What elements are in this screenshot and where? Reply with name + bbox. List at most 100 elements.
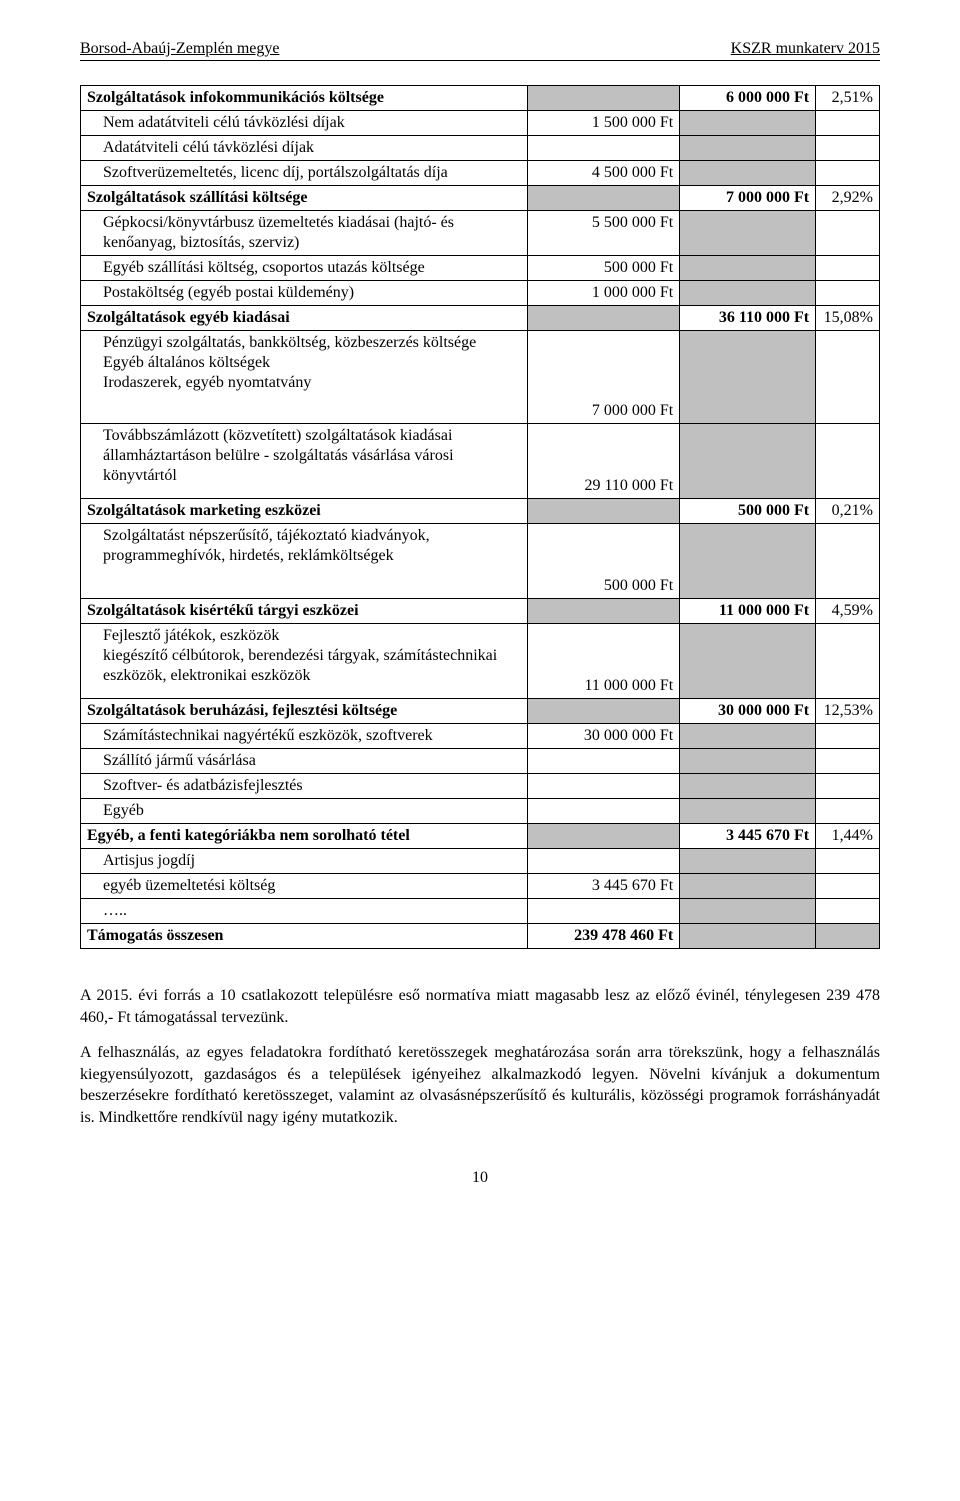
category-amount: 500 000 Ft (680, 499, 816, 524)
cell-blank (528, 186, 680, 211)
cell-blank (528, 86, 680, 111)
sub-amount: 500 000 Ft (528, 256, 680, 281)
paragraph: A 2015. évi forrás a 10 csatlakozott tel… (80, 985, 880, 1028)
category-amount: 36 110 000 Ft (680, 306, 816, 331)
cell-blank (816, 211, 880, 256)
category-percent: 2,51% (816, 86, 880, 111)
sub-label: ….. (81, 899, 528, 924)
table-row: Továbbszámlázott (közvetített) szolgálta… (81, 424, 880, 499)
table-row: Szoftver- és adatbázisfejlesztés (81, 774, 880, 799)
sub-amount (528, 799, 680, 824)
body-text: A 2015. évi forrás a 10 csatlakozott tel… (80, 985, 880, 1129)
table-row: Szolgáltatások kisértékű tárgyi eszközei… (81, 599, 880, 624)
cell-blank (816, 524, 880, 599)
sub-label: Pénzügyi szolgáltatás, bankköltség, közb… (81, 331, 528, 424)
sub-label: Szállító jármű vásárlása (81, 749, 528, 774)
cell-blank (680, 136, 816, 161)
table-row: Számítástechnikai nagyértékű eszközök, s… (81, 724, 880, 749)
cell-blank (680, 874, 816, 899)
table-row: ….. (81, 899, 880, 924)
sub-label: Szoftverüzemeltetés, licenc díj, portáls… (81, 161, 528, 186)
category-percent: 1,44% (816, 824, 880, 849)
table-row: Szoftverüzemeltetés, licenc díj, portáls… (81, 161, 880, 186)
category-label: Szolgáltatások infokommunikációs költség… (81, 86, 528, 111)
sub-label: Szolgáltatást népszerűsítő, tájékoztató … (81, 524, 528, 599)
page-number: 10 (80, 1169, 880, 1187)
sub-amount: 1 000 000 Ft (528, 281, 680, 306)
sub-label: Egyéb szállítási költség, csoportos utaz… (81, 256, 528, 281)
category-label: Egyéb, a fenti kategóriákba nem sorolhat… (81, 824, 528, 849)
table-row: Pénzügyi szolgáltatás, bankköltség, közb… (81, 331, 880, 424)
category-label: Szolgáltatások beruházási, fejlesztési k… (81, 699, 528, 724)
sub-amount (528, 136, 680, 161)
cell-blank (816, 749, 880, 774)
table-row: Szolgáltatások marketing eszközei500 000… (81, 499, 880, 524)
sub-amount: 1 500 000 Ft (528, 111, 680, 136)
sub-label: Artisjus jogdíj (81, 849, 528, 874)
cell-blank (816, 111, 880, 136)
category-label: Szolgáltatások szállítási költsége (81, 186, 528, 211)
table-row: Adatátviteli célú távközlési díjak (81, 136, 880, 161)
sub-label: Postaköltség (egyéb postai küldemény) (81, 281, 528, 306)
header-left: Borsod-Abaúj-Zemplén megye (80, 40, 280, 58)
table-row: Szolgáltatások egyéb kiadásai36 110 000 … (81, 306, 880, 331)
cell-blank (680, 799, 816, 824)
sub-label: Gépkocsi/könyvtárbusz üzemeltetés kiadás… (81, 211, 528, 256)
table-row: Szolgáltatást népszerűsítő, tájékoztató … (81, 524, 880, 599)
sub-amount (528, 774, 680, 799)
table-row: Egyéb szállítási költség, csoportos utaz… (81, 256, 880, 281)
sub-label: Szoftver- és adatbázisfejlesztés (81, 774, 528, 799)
sub-label: Egyéb (81, 799, 528, 824)
category-percent: 2,92% (816, 186, 880, 211)
sub-amount: 7 000 000 Ft (528, 331, 680, 424)
cell-blank (816, 849, 880, 874)
cell-blank (816, 424, 880, 499)
table-row: Szolgáltatások szállítási költsége 7 000 … (81, 186, 880, 211)
sub-label: Nem adatátviteli célú távközlési díjak (81, 111, 528, 136)
cell-blank (816, 924, 880, 949)
page-header: Borsod-Abaúj-Zemplén megye KSZR munkater… (80, 40, 880, 61)
cell-blank (816, 724, 880, 749)
category-amount: 7 000 000 Ft (680, 186, 816, 211)
sub-amount (528, 849, 680, 874)
header-right: KSZR munkaterv 2015 (731, 40, 880, 58)
cell-blank (680, 849, 816, 874)
sub-amount: 500 000 Ft (528, 524, 680, 599)
cell-blank (680, 111, 816, 136)
table-row: Egyéb, a fenti kategóriákba nem sorolhat… (81, 824, 880, 849)
sub-label: Fejlesztő játékok, eszközök kiegészítő c… (81, 624, 528, 699)
category-amount: 6 000 000 Ft (680, 86, 816, 111)
cell-blank (680, 774, 816, 799)
cell-blank (816, 874, 880, 899)
sub-amount (528, 749, 680, 774)
sub-amount: 5 500 000 Ft (528, 211, 680, 256)
paragraph: A felhasználás, az egyes feladatokra for… (80, 1042, 880, 1128)
cell-blank (680, 331, 816, 424)
cell-blank (680, 899, 816, 924)
table-row: Gépkocsi/könyvtárbusz üzemeltetés kiadás… (81, 211, 880, 256)
category-percent: 0,21% (816, 499, 880, 524)
cell-blank (816, 899, 880, 924)
table-row: Nem adatátviteli célú távközlési díjak1 … (81, 111, 880, 136)
sub-amount: 11 000 000 Ft (528, 624, 680, 699)
cell-blank (680, 749, 816, 774)
cell-blank (528, 499, 680, 524)
sub-label: Számítástechnikai nagyértékű eszközök, s… (81, 724, 528, 749)
cell-blank (816, 799, 880, 824)
sub-label: egyéb üzemeltetési költség (81, 874, 528, 899)
sub-amount: 30 000 000 Ft (528, 724, 680, 749)
category-percent: 12,53% (816, 699, 880, 724)
table-row: Szállító jármű vásárlása (81, 749, 880, 774)
table-row: Szolgáltatások infokommunikációs költség… (81, 86, 880, 111)
sub-amount (528, 899, 680, 924)
category-percent: 15,08% (816, 306, 880, 331)
cell-blank (680, 924, 816, 949)
table-row: Szolgáltatások beruházási, fejlesztési k… (81, 699, 880, 724)
table-row: Postaköltség (egyéb postai küldemény)1 0… (81, 281, 880, 306)
table-row: Fejlesztő játékok, eszközök kiegészítő c… (81, 624, 880, 699)
cell-blank (816, 774, 880, 799)
cell-blank (528, 599, 680, 624)
category-amount: 30 000 000 Ft (680, 699, 816, 724)
sub-amount: 4 500 000 Ft (528, 161, 680, 186)
category-label: Szolgáltatások kisértékű tárgyi eszközei (81, 599, 528, 624)
